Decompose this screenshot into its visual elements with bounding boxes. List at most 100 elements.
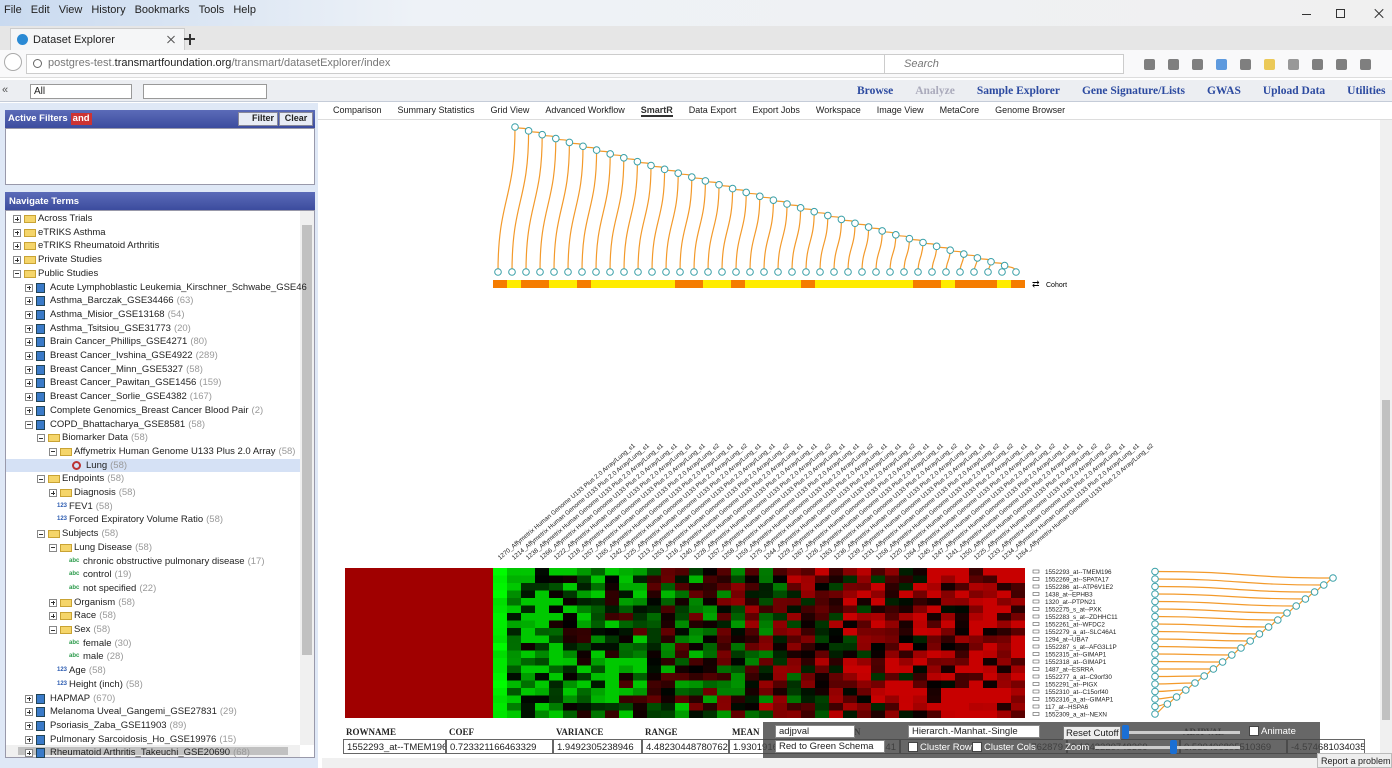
menu-item[interactable]: History	[91, 4, 126, 16]
tree-label[interactable]: Height (inch) (58)	[69, 679, 143, 691]
tree-label[interactable]: Asthma_Barczak_GSE34466 (63)	[50, 295, 193, 307]
tree-scroll-thumb[interactable]	[302, 225, 312, 655]
tree-label[interactable]: HAPMAP (670)	[50, 693, 115, 705]
tree-label[interactable]: Public Studies	[38, 268, 98, 280]
checkbox-label[interactable]: Animate	[1249, 725, 1296, 737]
filter-button[interactable]: Filter	[238, 112, 278, 126]
toolbar-icon[interactable]	[1216, 59, 1227, 70]
toolbar-icon[interactable]	[1168, 59, 1179, 70]
tree-label[interactable]: Endpoints (58)	[62, 473, 124, 485]
tab-title[interactable]: Dataset Explorer	[33, 34, 115, 46]
toolbar-icon[interactable]	[1192, 59, 1203, 70]
tree-label[interactable]: Age (58)	[69, 665, 106, 677]
tree-label[interactable]: Asthma_Misior_GSE13168 (54)	[50, 309, 185, 321]
study-select[interactable]: All	[30, 84, 132, 99]
tab-item[interactable]: Advanced Workflow	[545, 105, 625, 115]
tree-label[interactable]: Subjects (58)	[62, 528, 118, 540]
search-box[interactable]	[884, 54, 1124, 74]
tree-label[interactable]: Rheumatoid Arthritis_Takeuchi_GSE20690 (6…	[50, 747, 250, 759]
tree-label[interactable]: Acute Lymphoblastic Leukemia_Kirschner_S…	[50, 282, 307, 294]
nav-link[interactable]: Gene Signature/Lists	[1081, 85, 1185, 97]
cutoff-slider-track[interactable]	[1124, 731, 1240, 734]
tree-label[interactable]: Lung (58)	[86, 460, 127, 472]
tree-label[interactable]: not specified (22)	[83, 583, 156, 595]
menu-item[interactable]: View	[58, 4, 83, 16]
nav-link[interactable]: Utilities	[1347, 85, 1386, 97]
tree-label[interactable]: control (19)	[83, 569, 131, 581]
toolbar-icon[interactable]	[1144, 59, 1155, 70]
tree-label[interactable]: Forced Expiratory Volume Ratio (58)	[69, 514, 223, 526]
clear-button[interactable]: Clear	[279, 112, 313, 126]
tab-item[interactable]: Grid View	[490, 105, 530, 115]
tab-item[interactable]: Data Export	[688, 105, 737, 115]
tree-label[interactable]: Breast Cancer_Minn_GSE5327 (58)	[50, 364, 203, 376]
toolbar-icon[interactable]	[1240, 59, 1251, 70]
tab-item[interactable]: SmartR	[640, 105, 673, 117]
tab-item[interactable]: Workspace	[815, 105, 861, 115]
nav-link[interactable]: Browse	[857, 85, 894, 97]
tree-label[interactable]: Diagnosis (58)	[74, 487, 136, 499]
tab-item[interactable]: Genome Browser	[995, 105, 1066, 115]
tree-label[interactable]: Organism (58)	[74, 597, 135, 609]
tree-label[interactable]: female (30)	[83, 638, 131, 650]
nav-link[interactable]: GWAS	[1206, 85, 1241, 97]
menu-item[interactable]: File	[4, 4, 22, 16]
zoom-slider-thumb[interactable]	[1170, 740, 1177, 754]
select[interactable]: Red to Green Schema	[775, 740, 885, 753]
back-button[interactable]	[4, 53, 22, 71]
select[interactable]: adjpval	[775, 725, 855, 738]
tree-label[interactable]: Complete Genomics_Breast Cancer Blood Pa…	[50, 405, 263, 417]
menu-item[interactable]: Bookmarks	[134, 4, 190, 16]
tab-item[interactable]: MetaCore	[939, 105, 980, 115]
tree-label[interactable]: Melanoma Uveal_Gangemi_GSE27831 (29)	[50, 706, 237, 718]
toolbar-icon[interactable]	[1360, 59, 1371, 70]
tree-label[interactable]: Sex (58)	[74, 624, 110, 636]
checkbox-label[interactable]: Cluster Rows	[908, 741, 977, 753]
tree-label[interactable]: eTRIKS Rheumatoid Arthritis	[38, 240, 159, 252]
tree-label[interactable]: male (28)	[83, 651, 124, 663]
nav-link[interactable]: Sample Explorer	[976, 85, 1060, 97]
nav-link[interactable]: Upload Data	[1262, 85, 1326, 97]
toolbar-icon[interactable]	[1264, 59, 1275, 70]
tree-label[interactable]: eTRIKS Asthma	[38, 227, 106, 239]
tree-label[interactable]: Biomarker Data (58)	[62, 432, 148, 444]
tab-item[interactable]: Export Jobs	[752, 105, 800, 115]
menu-item[interactable]: Help	[233, 4, 256, 16]
tree-label[interactable]: Private Studies	[38, 254, 102, 266]
filters-operator[interactable]: and	[70, 113, 92, 125]
tree-label[interactable]: Psoriasis_Zaba_GSE11903 (89)	[50, 720, 186, 732]
tab-item[interactable]: Summary Statistics	[397, 105, 475, 115]
select[interactable]: Hierarch.-Manhat.-Single	[908, 725, 1040, 738]
checkbox-label[interactable]: Cluster Cols	[972, 741, 1036, 753]
tree-label[interactable]: Lung Disease (58)	[74, 542, 152, 554]
tree-label[interactable]: Asthma_Tsitsiou_GSE31773 (20)	[50, 323, 191, 335]
tree-label[interactable]: Breast Cancer_Ivshina_GSE4922 (289)	[50, 350, 218, 362]
node-count: (58)	[278, 445, 296, 457]
main-vscroll-thumb[interactable]	[1382, 400, 1390, 720]
toolbar-icon[interactable]	[1336, 59, 1347, 70]
tree-label[interactable]: Breast Cancer_Pawitan_GSE1456 (159)	[50, 377, 221, 389]
report-problem[interactable]: Report a problem	[1317, 753, 1392, 768]
cutoff-slider-thumb[interactable]	[1122, 725, 1129, 739]
tree-label[interactable]: FEV1 (58)	[69, 501, 113, 513]
tree-label[interactable]: Across Trials	[38, 213, 92, 225]
zoom-slider-track[interactable]	[1095, 746, 1240, 749]
heatmap-cell	[843, 605, 857, 613]
menu-item[interactable]: Edit	[30, 4, 50, 16]
tree-label[interactable]: Brain Cancer_Phillips_GSE4271 (80)	[50, 336, 207, 348]
collapse-button[interactable]: «	[2, 84, 9, 96]
menu-item[interactable]: Tools	[198, 4, 225, 16]
tree-label[interactable]: Race (58)	[74, 610, 116, 622]
toolbar-icon[interactable]	[1312, 59, 1323, 70]
tab-item[interactable]: Comparison	[333, 105, 382, 115]
tree-label[interactable]: COPD_Bhattacharya_GSE8581 (58)	[50, 419, 205, 431]
tree-label[interactable]: chronic obstructive pulmonary disease (17…	[83, 556, 265, 568]
tab-item[interactable]: Image View	[876, 105, 924, 115]
tree-label[interactable]: Affymetrix Human Genome U133 Plus 2.0 Ar…	[74, 446, 295, 458]
search-input[interactable]	[143, 84, 267, 99]
toolbar-icon[interactable]	[1288, 59, 1299, 70]
reset-cutoff-button[interactable]: Reset Cutoff	[1063, 726, 1121, 740]
tree-hscroll-thumb[interactable]	[18, 747, 288, 755]
tree-label[interactable]: Breast Cancer_Sorlie_GSE4382 (167)	[50, 391, 212, 403]
tree-label[interactable]: Pulmonary Sarcoidosis_Ho_GSE19976 (15)	[50, 734, 236, 746]
